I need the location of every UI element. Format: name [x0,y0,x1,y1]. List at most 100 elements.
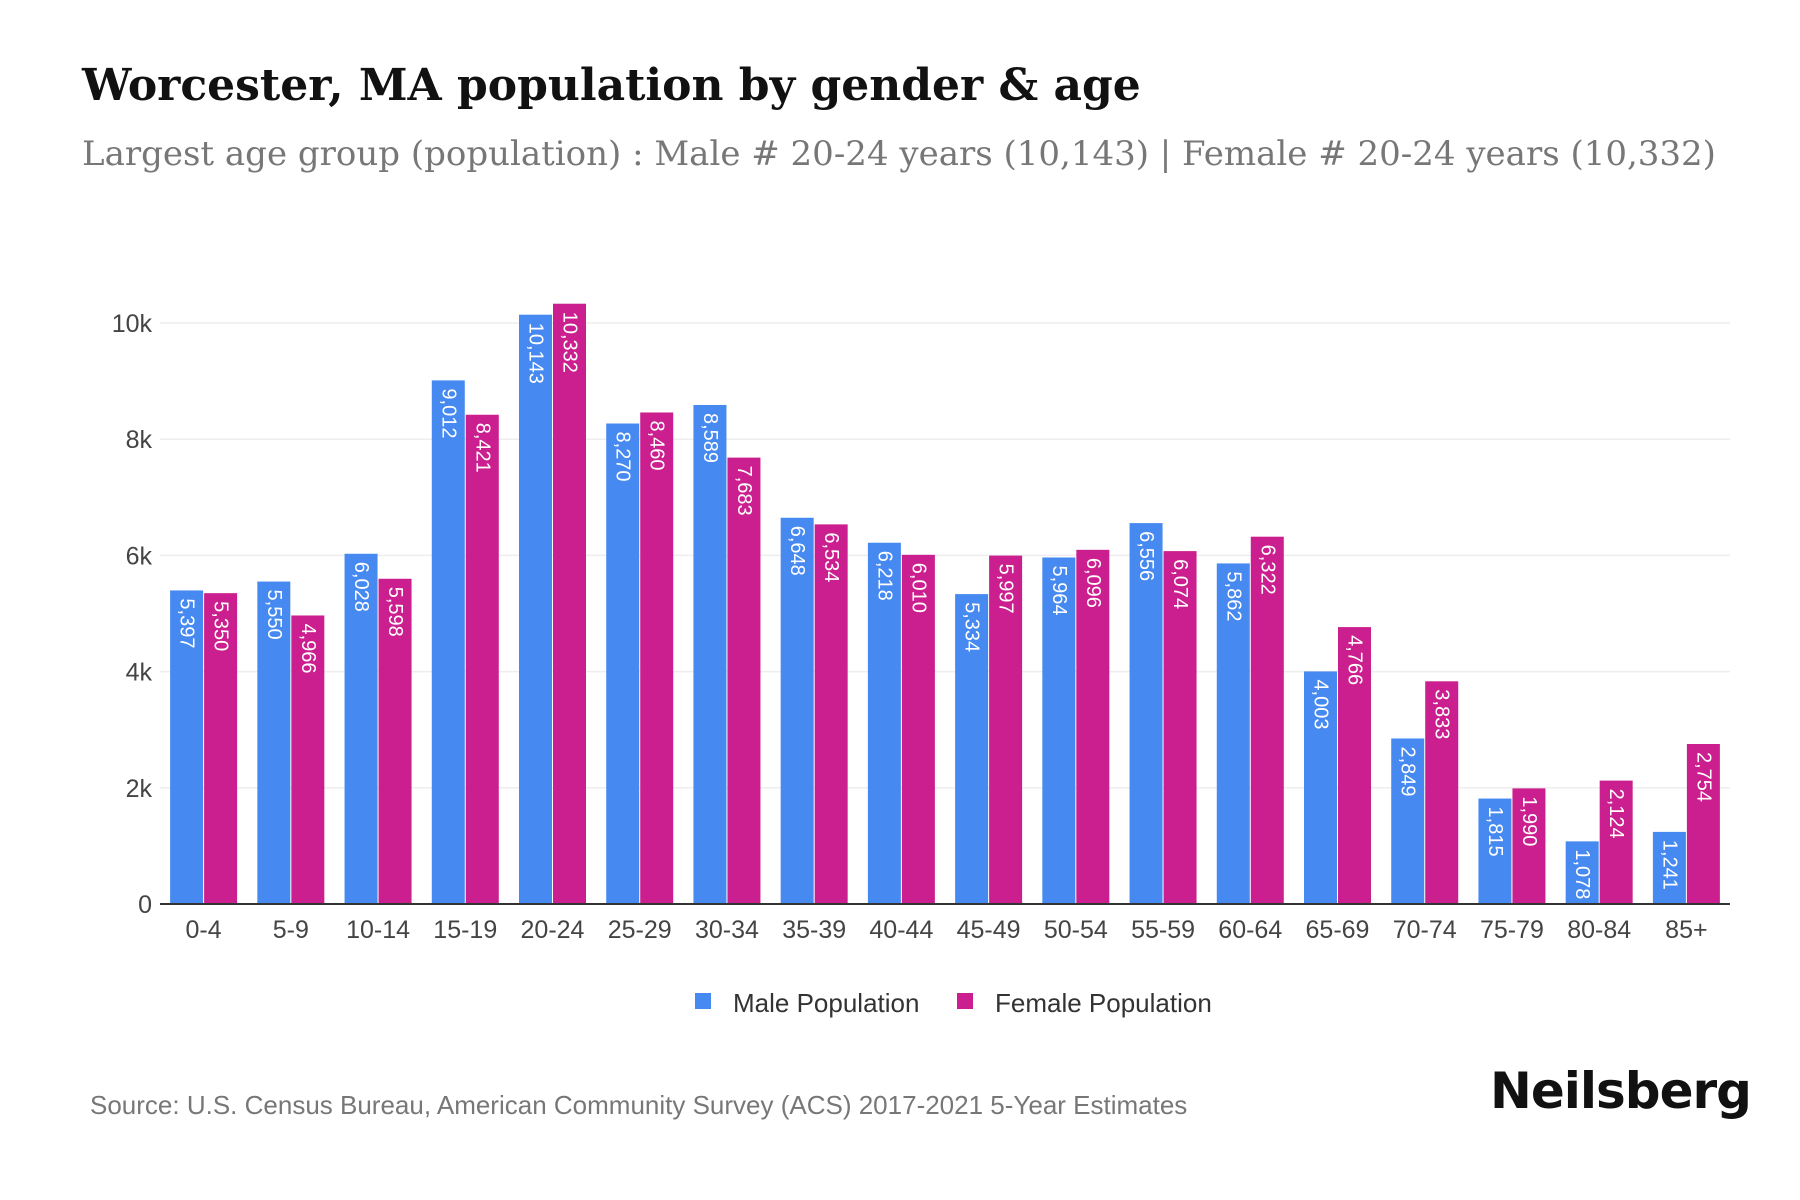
x-tick-label: 40-44 [869,916,933,944]
y-tick-label: 10k [112,310,153,338]
female-bar [1076,549,1110,904]
female-value-label: 7,683 [733,466,755,516]
x-tick-label: 45-49 [957,916,1021,944]
female-value-label: 8,460 [646,420,668,470]
female-bar [553,303,586,904]
female-value-label: 2,754 [1692,752,1714,802]
male-value-label: 9,012 [437,388,459,438]
male-bar [1478,798,1512,904]
male-value-label: 6,648 [786,526,808,576]
male-value-label: 6,218 [873,551,895,601]
female-bar [1686,743,1720,904]
x-tick-label: 35-39 [782,916,846,944]
male-value-label: 5,964 [1048,565,1070,615]
male-bar [431,380,465,904]
x-tick-label: 75-79 [1480,916,1544,944]
male-bar [1565,841,1599,904]
x-tick-label: 25-29 [608,916,672,944]
male-bar [1216,563,1250,904]
gridlines [160,322,1730,789]
male-bar [257,581,291,904]
x-tick-label: 80-84 [1567,916,1631,944]
x-axis-ticks: 0-4 5-9 10-14 15-19 20-24 25-29 30-34 35-39 40-4… [186,916,1708,944]
female-bar [640,412,674,904]
male-value-label: 5,397 [176,598,198,648]
female-value-label: 5,997 [995,564,1017,614]
male-value-label: 1,241 [1658,840,1680,890]
x-tick-label: 10-14 [346,916,410,944]
female-value-label: 6,074 [1169,559,1191,609]
data-labels: 5,397 5,350 5,550 4,966 6,028 5,598 9,012 8,421… [176,312,1715,900]
male-bar [1652,831,1686,904]
legend-swatch-female [957,993,973,1009]
male-value-label: 4,003 [1310,679,1332,729]
female-value-label: 8,421 [471,423,493,473]
male-bar [519,314,552,904]
x-tick-label: 20-24 [521,916,585,944]
female-value-label: 5,598 [384,587,406,637]
male-value-label: 6,028 [350,562,372,612]
male-bar [1042,557,1076,904]
male-value-label: 5,862 [1222,571,1244,621]
y-tick-label: 6k [126,542,153,570]
female-value-label: 10,332 [559,312,581,373]
x-tick-label: 5-9 [273,916,309,944]
legend-swatch-male [695,993,711,1009]
female-bar [291,615,325,904]
female-value-label: 6,322 [1256,545,1278,595]
male-value-label: 1,078 [1571,849,1593,899]
x-tick-label: 65-69 [1306,916,1370,944]
female-bar [1163,551,1197,904]
y-tick-label: 4k [126,659,153,687]
y-tick-label: 8k [126,426,153,454]
x-tick-label: 55-59 [1131,916,1195,944]
x-tick-label: 0-4 [186,916,222,944]
female-bar [204,593,238,904]
female-value-label: 6,534 [820,532,842,582]
male-bar [1391,738,1425,904]
female-bar [727,457,761,904]
brand-logo: Neilsberg [1490,1062,1752,1120]
legend-label-female: Female Population [995,988,1212,1018]
female-bar [1250,536,1284,904]
female-value-label: 3,833 [1431,689,1453,739]
male-value-label: 5,550 [263,590,285,640]
bars [170,303,1720,904]
legend-label-male: Male Population [733,988,919,1018]
male-bar [1129,523,1163,904]
male-value-label: 1,815 [1484,807,1506,857]
male-value-label: 10,143 [525,323,547,384]
female-bar [1425,681,1459,904]
male-bar [606,423,640,904]
female-value-label: 5,350 [210,601,232,651]
x-tick-label: 15-19 [433,916,497,944]
chart-subtitle: Largest age group (population) : Male # … [82,134,1716,174]
female-value-label: 4,966 [297,623,319,673]
female-bar [465,414,499,904]
female-value-label: 1,990 [1518,796,1540,846]
y-tick-label: 2k [126,775,153,803]
female-value-label: 6,010 [907,563,929,613]
male-value-label: 8,270 [612,432,634,482]
male-bar [693,404,727,904]
chart-title: Worcester, MA population by gender & age [82,60,1141,111]
x-tick-label: 85+ [1665,916,1707,944]
y-axis-ticks: 0 2k 4k 6k 8k 10k [112,310,153,919]
female-bar [901,554,935,904]
female-value-label: 2,124 [1605,789,1627,839]
female-bar [1512,788,1546,904]
male-bar [780,517,814,904]
female-bar [989,555,1023,904]
male-value-label: 2,849 [1397,746,1419,796]
y-tick-label: 0 [138,891,152,919]
male-value-label: 6,556 [1135,531,1157,581]
x-tick-label: 60-64 [1218,916,1282,944]
male-value-label: 8,589 [699,413,721,463]
female-bar [378,578,412,904]
male-bar [867,542,901,904]
male-bar [344,553,378,904]
female-bar [1338,627,1371,904]
x-tick-label: 50-54 [1044,916,1108,944]
male-bar [955,594,989,904]
